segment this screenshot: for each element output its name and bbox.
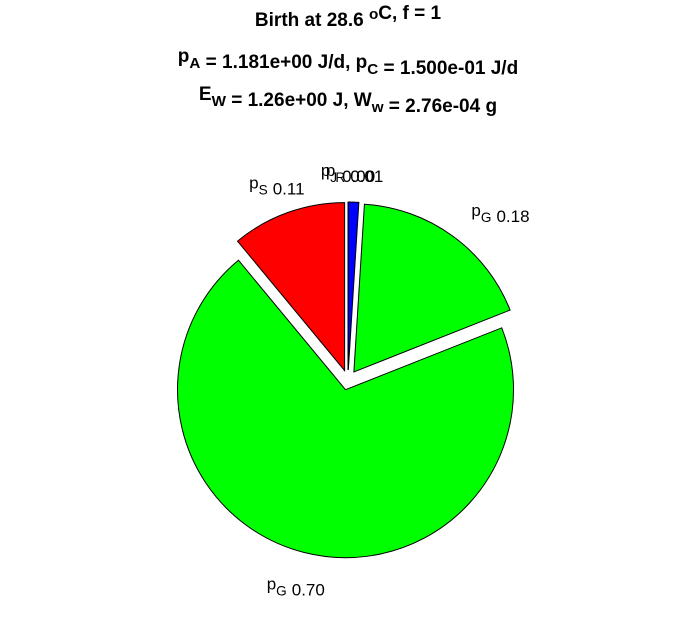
- subscript: G: [276, 583, 287, 598]
- subscript: G: [481, 210, 492, 225]
- superscript: o: [369, 6, 378, 23]
- text-segment: Birth at 28.6: [255, 10, 369, 31]
- subscript: A: [189, 55, 200, 72]
- subscript: W: [212, 93, 227, 110]
- text-segment: = 2.76e-04 g: [384, 96, 498, 117]
- slice-label: pJ 0.00: [321, 161, 375, 186]
- slice-value: 0.00: [342, 167, 375, 186]
- text-segment: p: [326, 161, 335, 180]
- text-segment: p: [471, 201, 480, 220]
- slice-label: pG 0.18: [471, 201, 529, 226]
- subscript: J: [330, 170, 337, 185]
- slice-value: 0.01: [350, 167, 383, 186]
- text-segment: E: [199, 84, 212, 105]
- subscript: w: [371, 99, 384, 116]
- pie-slice: [177, 259, 515, 559]
- subscript: C: [367, 61, 378, 78]
- pie-slice: [353, 203, 511, 373]
- text-segment: = 1.500e-01 J/d: [378, 58, 518, 79]
- slice-label: pR 0.01: [326, 161, 383, 186]
- subscript: S: [259, 182, 268, 197]
- chart-title: Birth at 28.6 oC, f = 1: [255, 3, 442, 31]
- text-segment: p: [178, 46, 190, 67]
- slice-label: pG 0.70: [267, 574, 325, 599]
- slice-value: 0.11: [273, 179, 305, 198]
- slice-label: pS 0.11: [249, 173, 304, 198]
- pie-slice: [236, 202, 346, 372]
- subscript: R: [335, 170, 345, 185]
- chart-title: EW = 1.26e+00 J, Ww = 2.76e-04 g: [199, 84, 497, 117]
- slice-value: 0.70: [292, 580, 325, 599]
- text-segment: = 1.26e+00 J, W: [226, 90, 372, 111]
- text-segment: C, f = 1: [378, 3, 441, 24]
- slice-value: 0.18: [496, 207, 529, 226]
- text-segment: = 1.181e+00 J/d, p: [200, 52, 367, 73]
- text-segment: p: [321, 161, 330, 180]
- text-segment: p: [249, 173, 258, 192]
- chart-title: pA = 1.181e+00 J/d, pC = 1.500e-01 J/d: [178, 46, 518, 79]
- text-segment: p: [267, 574, 276, 593]
